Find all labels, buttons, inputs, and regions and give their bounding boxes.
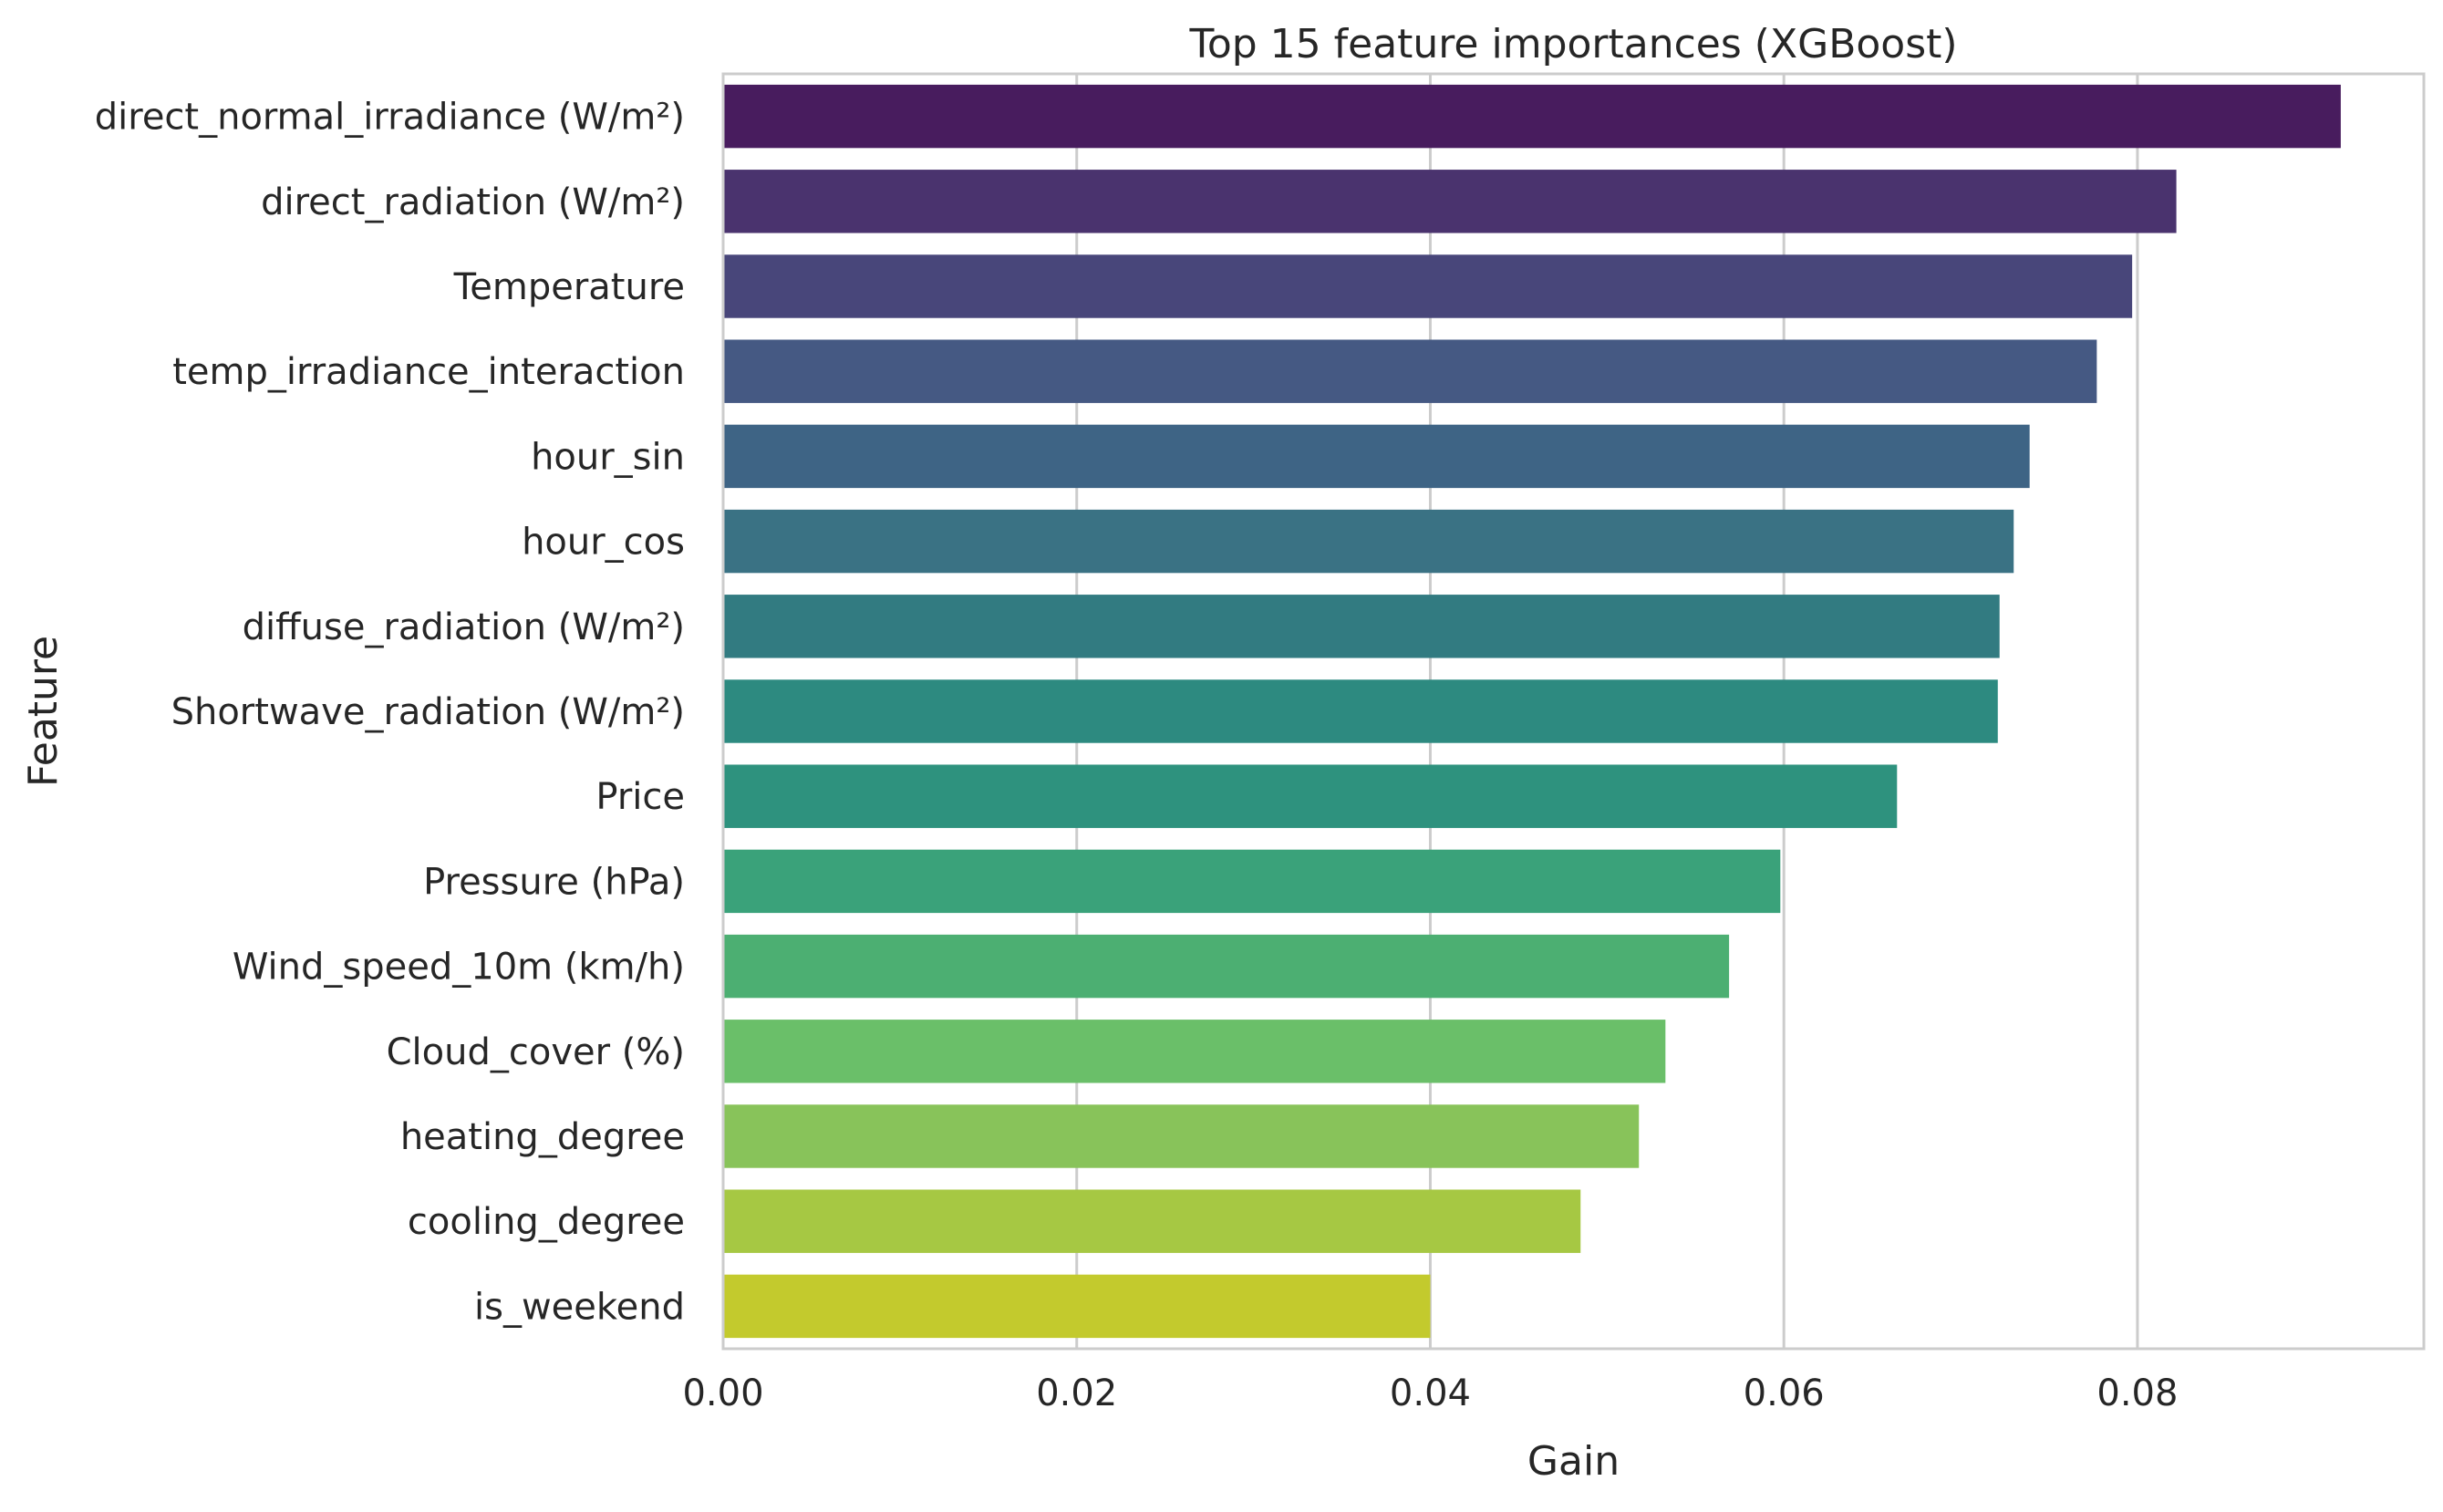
x-tick-label: 0.06 bbox=[1744, 1372, 1825, 1414]
x-tick-labels: 0.00 0.02 0.04 0.06 0.08 bbox=[682, 1372, 2178, 1414]
bar bbox=[723, 1020, 1666, 1083]
x-axis-label: Gain bbox=[1527, 1438, 1620, 1485]
bar bbox=[723, 934, 1730, 999]
plot-frame bbox=[721, 72, 2426, 1351]
bar bbox=[723, 339, 2097, 403]
y-tick-label: cooling_degree bbox=[408, 1201, 685, 1243]
y-tick-label: hour_cos bbox=[522, 522, 685, 564]
bar bbox=[723, 424, 2030, 489]
y-tick-label: diffuse_radiation (W/m²) bbox=[243, 606, 685, 648]
bar bbox=[723, 849, 1781, 914]
bar bbox=[723, 679, 1998, 743]
y-tick-label: Price bbox=[595, 776, 685, 818]
x-tick-label: 0.02 bbox=[1036, 1372, 1117, 1414]
y-tick-label: heating_degree bbox=[400, 1116, 685, 1158]
bars bbox=[723, 84, 2341, 1339]
bar bbox=[723, 254, 2133, 318]
bar bbox=[723, 84, 2341, 149]
y-tick-label: direct_radiation (W/m²) bbox=[261, 181, 685, 223]
x-tick-label: 0.08 bbox=[2096, 1372, 2178, 1414]
x-tick-label: 0.00 bbox=[682, 1372, 763, 1414]
y-tick-label: Pressure (hPa) bbox=[423, 861, 685, 903]
y-tick-label: is_weekend bbox=[474, 1286, 685, 1328]
y-tick-label: hour_sin bbox=[531, 436, 685, 478]
y-tick-label: direct_normal_irradiance (W/m²) bbox=[95, 97, 685, 139]
y-tick-label: Temperature bbox=[453, 266, 685, 308]
bar bbox=[723, 595, 2000, 658]
y-tick-label: Shortwave_radiation (W/m²) bbox=[171, 691, 685, 733]
y-tick-label: Cloud_cover (%) bbox=[387, 1031, 685, 1073]
y-tick-label: Wind_speed_10m (km/h) bbox=[233, 947, 685, 989]
y-tick-label: temp_irradiance_interaction bbox=[172, 351, 685, 393]
bar bbox=[723, 170, 2177, 233]
bar bbox=[723, 1189, 1581, 1253]
bar bbox=[723, 1274, 1431, 1339]
bar bbox=[723, 1104, 1640, 1168]
chart-title: Top 15 feature importances (XGBoost) bbox=[1188, 21, 1957, 67]
bar bbox=[723, 764, 1898, 828]
y-axis-label: Feature bbox=[20, 636, 67, 787]
bar bbox=[723, 509, 2014, 574]
y-tick-labels: direct_normal_irradiance (W/m²) direct_ra… bbox=[95, 97, 685, 1329]
x-tick-label: 0.04 bbox=[1390, 1372, 1471, 1414]
